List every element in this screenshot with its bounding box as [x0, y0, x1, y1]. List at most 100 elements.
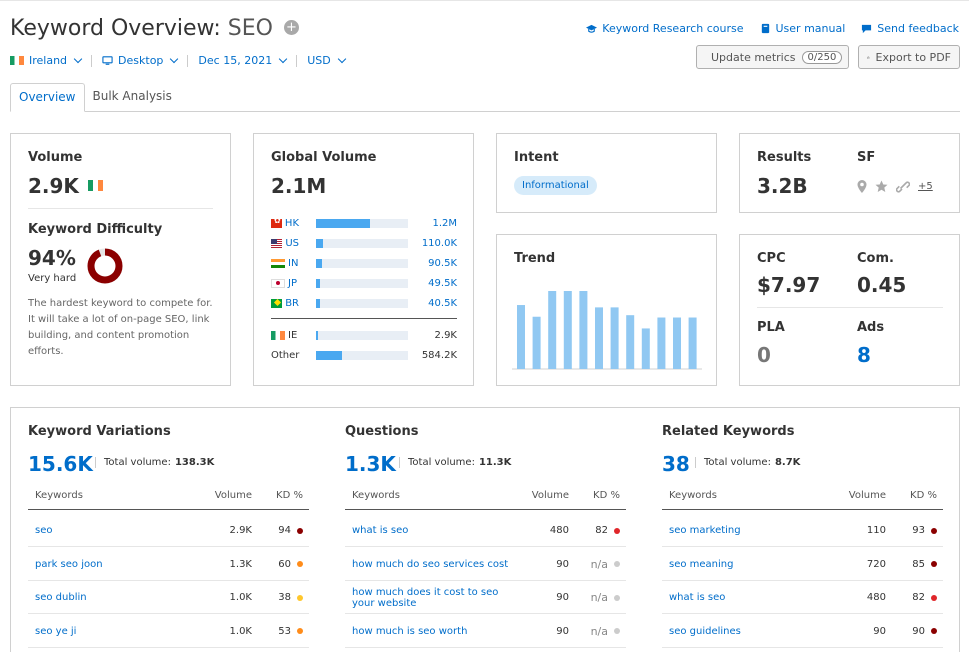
keyword-link[interactable]: seo ye ji [35, 625, 77, 637]
keyword-volume: 90 [556, 558, 569, 570]
map-pin-icon[interactable] [857, 180, 867, 193]
kd-dot-icon [614, 594, 620, 601]
export-pdf-button[interactable]: Export to PDF [858, 45, 960, 69]
country-value: 584.2K [421, 349, 457, 361]
kd-dot-icon [931, 561, 937, 567]
update-metrics-button[interactable]: Update metrics 0/250 [696, 45, 849, 69]
link-icon[interactable] [896, 180, 910, 193]
send-feedback-label: Send feedback [877, 22, 959, 35]
ads-value[interactable]: 8 [857, 343, 871, 367]
trend-bar[interactable] [517, 305, 525, 369]
keyword-kd: 94 [278, 514, 303, 547]
trend-bar[interactable] [626, 315, 635, 369]
keyword-link[interactable]: what is seo [669, 592, 726, 603]
send-feedback-link[interactable]: Send feedback [861, 22, 959, 35]
total-value: 138.3K [174, 457, 215, 468]
trend-bar[interactable] [532, 316, 541, 369]
keyword-link[interactable]: seo [35, 525, 53, 536]
table-row: what is seo 480 82 [662, 581, 943, 614]
country-bar-fill [316, 258, 323, 268]
divider [271, 318, 457, 319]
currency-select[interactable]: USD [307, 54, 346, 67]
kd-description: The hardest keyword to compete for. It w… [28, 298, 213, 357]
questions-count[interactable]: 1.3K [345, 452, 396, 476]
related-table-header: Keywords Volume KD % [662, 490, 943, 510]
trend-bar[interactable] [563, 291, 572, 369]
keyword-research-course-link[interactable]: Keyword Research course [586, 22, 744, 35]
country-row-us[interactable]: US 110.0K [271, 236, 457, 250]
keyword-volume: 1.3K [229, 558, 252, 570]
trend-bar[interactable] [610, 307, 619, 369]
date-select[interactable]: Dec 15, 2021 [198, 54, 288, 67]
star-icon[interactable] [875, 180, 888, 193]
chevron-down-icon [170, 54, 179, 63]
sf-more-link[interactable]: +5 [918, 181, 933, 192]
device-label: Desktop [118, 54, 164, 67]
col-volume: Volume [214, 490, 252, 501]
pla-value: 0 [757, 343, 771, 367]
kd-donut-fill [87, 248, 123, 284]
country-value: 1.2M [432, 217, 457, 229]
country-select[interactable]: Ireland [10, 54, 83, 67]
trend-bar[interactable] [579, 291, 588, 369]
keyword-link[interactable]: what is seo [352, 525, 409, 536]
variations-total: Total volume: 138.3K [95, 457, 214, 468]
keyword-kd: 85 [912, 548, 937, 581]
table-row: how much is seo worth 90 n/a [345, 615, 626, 648]
us-flag-icon [271, 238, 283, 248]
keyword-volume: 1.0K [229, 625, 252, 637]
keyword-link[interactable]: how much does it cost to seo your websit… [352, 586, 499, 609]
tab-bulk-analysis[interactable]: Bulk Analysis [92, 89, 172, 103]
country-row-br[interactable]: BR 40.5K [271, 296, 457, 310]
graduation-cap-icon [586, 24, 598, 33]
table-row: seo dublin 1.0K 38 [28, 581, 309, 614]
col-volume: Volume [848, 490, 886, 501]
serp-features: +5 [857, 180, 933, 193]
trend-bar[interactable] [548, 291, 557, 369]
country-row-in[interactable]: IN 90.5K [271, 256, 457, 270]
trend-bar[interactable] [641, 328, 650, 369]
questions-total: Total volume: 11.3K [399, 457, 511, 468]
device-select[interactable]: Desktop [102, 54, 179, 67]
trend-chart [512, 291, 702, 370]
keyword-link[interactable]: how much is seo worth [352, 625, 468, 637]
kd-value: 53 [278, 625, 291, 637]
ads-label: Ads [857, 320, 885, 335]
related-title: Related Keywords [662, 424, 795, 439]
keyword-kd: n/a [591, 615, 620, 648]
cpc-value: $7.97 [757, 273, 821, 297]
currency-label: USD [307, 54, 331, 67]
filters-bar: Ireland Desktop Dec 15, 2021 USD [10, 54, 346, 67]
col-kd: KD % [910, 490, 937, 501]
trend-bar[interactable] [673, 317, 681, 369]
tab-overview[interactable]: Overview [10, 83, 85, 112]
kd-dot-icon [614, 527, 620, 534]
trend-bar[interactable] [657, 317, 666, 369]
trend-bar[interactable] [595, 307, 603, 369]
user-manual-link[interactable]: User manual [760, 22, 845, 35]
chevron-down-icon [278, 54, 288, 63]
country-row-hk[interactable]: HK 1.2M [271, 216, 457, 230]
keyword-link[interactable]: park seo joon [35, 558, 103, 570]
keyword-link[interactable]: how much do seo services cost [352, 558, 509, 570]
trend-bar[interactable] [688, 317, 697, 369]
table-row: seo marketing 110 93 [662, 514, 943, 547]
keyword-link[interactable]: seo dublin [35, 592, 87, 603]
related-count[interactable]: 38 [662, 452, 690, 476]
keyword-kd: 38 [278, 581, 303, 614]
kd-value: n/a [590, 557, 608, 571]
country-row-jp[interactable]: JP 49.5K [271, 276, 457, 290]
keyword-link[interactable]: seo marketing [669, 525, 741, 536]
results-value: 3.2B [757, 174, 808, 198]
tab-bar: Overview Bulk Analysis [10, 83, 960, 112]
keyword-link[interactable]: seo guidelines [669, 625, 741, 637]
variations-count[interactable]: 15.6K [28, 452, 93, 476]
country-bar [316, 258, 408, 268]
kd-dot-icon [614, 561, 620, 567]
keyword-kd: 60 [278, 548, 303, 581]
add-keyword-icon[interactable]: + [283, 19, 299, 35]
keyword-ideas-card: Keyword Variations 15.6K Total volume: 13… [10, 407, 960, 652]
keyword-link[interactable]: seo meaning [669, 558, 734, 570]
com-label: Com. [857, 251, 894, 266]
kd-dot-icon [297, 594, 303, 601]
